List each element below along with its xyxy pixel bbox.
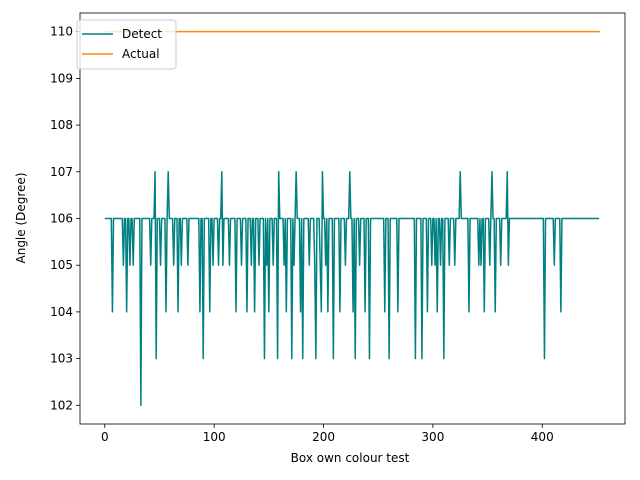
legend: Detect Actual xyxy=(76,19,177,70)
plot-area xyxy=(79,12,626,425)
x-tick-label: 0 xyxy=(101,430,109,444)
y-tick-label: 107 xyxy=(50,165,73,179)
legend-label-actual: Actual xyxy=(122,47,160,61)
legend-label-detect: Detect xyxy=(122,27,162,41)
x-axis: 0 100 200 300 400 xyxy=(101,424,554,444)
y-tick-label: 109 xyxy=(50,71,73,85)
x-tick-label: 300 xyxy=(421,430,444,444)
x-axis-label: Box own colour test xyxy=(291,451,410,465)
y-tick-label: 110 xyxy=(50,25,73,39)
y-tick-label: 104 xyxy=(50,305,73,319)
x-tick-label: 400 xyxy=(531,430,554,444)
x-tick-label: 100 xyxy=(203,430,226,444)
y-axis-label: Angle (Degree) xyxy=(14,172,28,263)
y-tick-label: 106 xyxy=(50,212,73,226)
x-tick-label: 200 xyxy=(312,430,335,444)
y-tick-label: 102 xyxy=(50,398,73,412)
y-tick-label: 108 xyxy=(50,118,73,132)
series-line-detect xyxy=(104,171,600,407)
y-axis: 102 103 104 105 106 107 108 109 110 xyxy=(50,25,80,412)
y-tick-label: 105 xyxy=(50,258,73,272)
legend-box xyxy=(76,19,177,70)
y-tick-label: 103 xyxy=(50,352,73,366)
